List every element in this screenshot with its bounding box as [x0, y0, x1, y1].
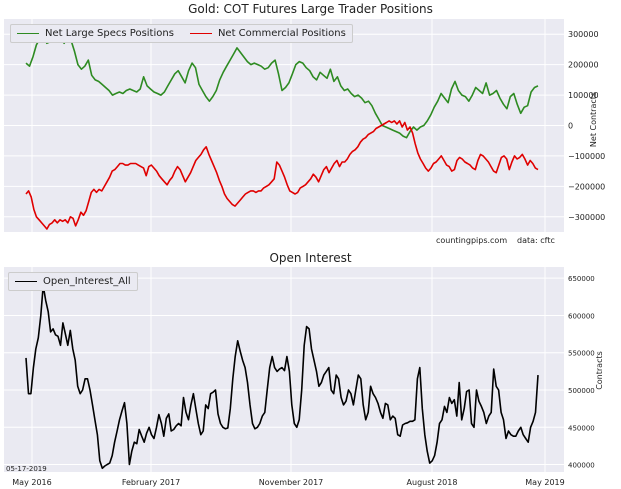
y-tick-label: 450000 — [568, 424, 595, 432]
legend-swatch-specs — [17, 33, 39, 34]
y-tick-label: −100000 — [568, 152, 605, 161]
y-tick-label: 300000 — [568, 30, 599, 39]
open-interest-y-axis-label: Contracts — [594, 351, 604, 390]
x-tick-label: May 2019 — [525, 478, 565, 487]
credit-data: data: cftc — [517, 236, 555, 245]
legend-label-open-interest: Open_Interest_All — [43, 276, 131, 287]
legend-label-commercial: Net Commercial Positions — [217, 28, 346, 39]
y-tick-label: −200000 — [568, 182, 605, 191]
y-tick-label: 650000 — [568, 275, 595, 283]
legend-swatch-open-interest — [15, 281, 37, 282]
x-tick-label: February 2017 — [121, 478, 181, 487]
series-line-0 — [25, 284, 539, 470]
series-line-0 — [25, 33, 539, 139]
y-tick-label: 600000 — [568, 312, 595, 320]
chart-title-open-interest: Open Interest — [269, 251, 352, 265]
open-interest-legend: Open_Interest_All — [8, 272, 138, 291]
chart-title-positions: Gold: COT Futures Large Trader Positions — [188, 2, 433, 16]
y-tick-label: 200000 — [568, 61, 599, 70]
y-tick-label: 550000 — [568, 350, 595, 358]
legend-swatch-commercial — [189, 33, 212, 34]
legend-item-commercial: Net Commercial Positions — [189, 28, 346, 39]
legend-item-open-interest: Open_Interest_All — [15, 276, 131, 287]
date-stamp: 05-17-2019 — [6, 465, 47, 473]
x-tick-label: May 2016 — [12, 478, 52, 487]
x-tick-label: November 2017 — [258, 478, 324, 487]
legend-label-specs: Net Large Specs Positions — [45, 28, 174, 39]
x-tick-label: August 2018 — [406, 478, 458, 487]
credit-source: countingpips.com — [436, 236, 508, 245]
y-tick-label: 400000 — [568, 462, 595, 470]
positions-legend: Net Large Specs Positions Net Commercial… — [10, 24, 353, 43]
y-tick-label: 0 — [568, 122, 573, 131]
y-tick-label: −300000 — [568, 213, 605, 222]
y-tick-label: 500000 — [568, 387, 595, 395]
series-line-1 — [25, 120, 539, 230]
legend-item-specs: Net Large Specs Positions — [17, 28, 174, 39]
y-tick-label: 100000 — [568, 91, 599, 100]
